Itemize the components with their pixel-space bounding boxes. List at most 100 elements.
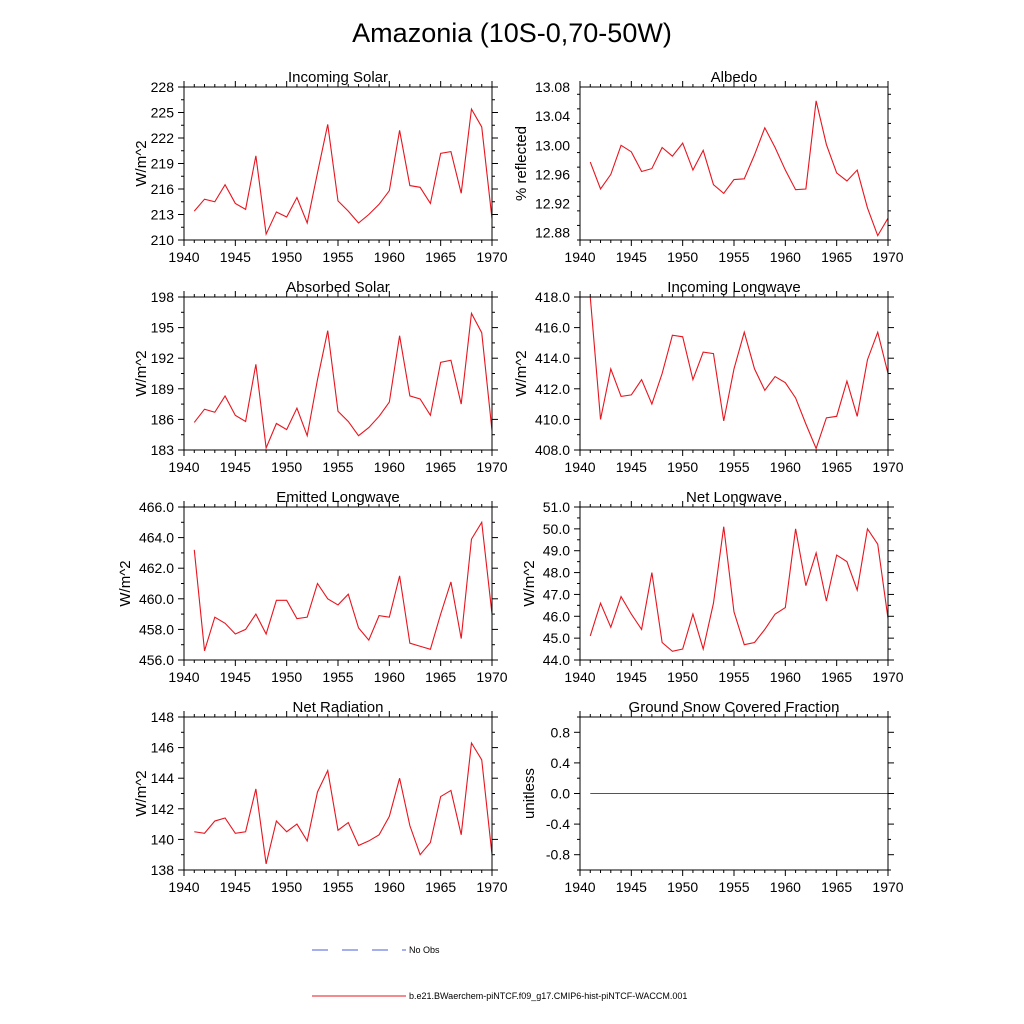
y-tick-label: 144: [151, 770, 175, 786]
x-tick-label: 1960: [374, 249, 405, 265]
series-line-absorbed-solar: [193, 311, 492, 450]
x-tick-label: 1940: [168, 669, 199, 685]
y-tick-label: 186: [151, 411, 175, 427]
y-tick-label: 458.0: [139, 621, 174, 637]
x-tick-label: 1940: [564, 879, 595, 895]
series-line-net-longwave: [589, 526, 888, 652]
x-tick-label: 1950: [667, 249, 698, 265]
y-tick-label: 189: [151, 381, 175, 397]
y-axis-label-ground-snow-covered-fraction: unitless: [521, 768, 538, 819]
x-tick-label: 1945: [220, 459, 251, 475]
x-tick-label: 1960: [374, 879, 405, 895]
x-tick-label: 1965: [425, 459, 456, 475]
y-tick-label: 51.0: [543, 499, 570, 515]
y-tick-label: 138: [151, 862, 175, 878]
x-tick-label: 1945: [220, 879, 251, 895]
y-tick-label: 12.88: [535, 225, 570, 241]
panel-absorbed-solar: 1940 1945 1950 1955 1960 1965 1970 183 186 189 192…: [133, 279, 508, 475]
panel-title-ground-snow-covered-fraction: Ground Snow Covered Fraction: [629, 699, 840, 716]
panel-title-emitted-longwave: Emitted Longwave: [276, 489, 399, 506]
y-tick-label: 195: [151, 320, 175, 336]
y-tick-label: 46.0: [543, 608, 570, 624]
x-tick-label: 1960: [374, 669, 405, 685]
x-tick-label: 1945: [616, 669, 647, 685]
series-line-emitted-longwave: [193, 520, 492, 651]
y-tick-label: 412.0: [535, 381, 570, 397]
y-tick-label: 414.0: [535, 350, 570, 366]
x-tick-label: 1955: [322, 249, 353, 265]
y-tick-label: 462.0: [139, 560, 174, 576]
x-tick-label: 1970: [872, 669, 903, 685]
y-tick-label: 198: [151, 289, 175, 305]
x-tick-label: 1965: [821, 459, 852, 475]
y-tick-label: 192: [151, 350, 175, 366]
x-tick-label: 1950: [667, 459, 698, 475]
panels: 1940 1945 1950 1955 1960 1965 1970 210 213 216 219…: [117, 69, 904, 895]
x-tick-label: 1960: [770, 669, 801, 685]
y-tick-label: 0.8: [551, 724, 571, 740]
y-tick-label: 140: [151, 831, 175, 847]
x-tick-label: 1940: [168, 249, 199, 265]
y-tick-label: 148: [151, 709, 175, 725]
y-tick-label: 416.0: [535, 320, 570, 336]
y-tick-label: 49.0: [543, 543, 570, 559]
x-tick-label: 1945: [220, 249, 251, 265]
panel-net-longwave: 1940 1945 1950 1955 1960 1965 1970 44.0 45.0 46.0…: [521, 489, 904, 685]
x-tick-label: 1955: [322, 879, 353, 895]
y-tick-label: 13.08: [535, 79, 570, 95]
x-tick-label: 1950: [271, 249, 302, 265]
legend-label-model: b.e21.BWaerchem-piNTCF.f09_g17.CMIP6-his…: [409, 991, 687, 1001]
y-tick-label: 225: [151, 105, 175, 121]
y-tick-label: 47.0: [543, 586, 570, 602]
x-tick-label: 1970: [872, 249, 903, 265]
x-tick-label: 1945: [616, 459, 647, 475]
series-line-incoming-solar: [193, 107, 492, 236]
x-tick-label: 1945: [220, 669, 251, 685]
y-tick-label: 228: [151, 79, 175, 95]
y-axis-label-emitted-longwave: W/m^2: [117, 560, 134, 606]
y-axis-label-incoming-longwave: W/m^2: [513, 350, 530, 396]
y-tick-label: 50.0: [543, 521, 570, 537]
panel-net-radiation: 1940 1945 1950 1955 1960 1965 1970 138 140 142 144…: [133, 699, 508, 895]
x-tick-label: 1960: [770, 249, 801, 265]
panel-incoming-longwave: 1940 1945 1950 1955 1960 1965 1970 408.0 410.0 41…: [513, 279, 904, 475]
y-tick-label: 219: [151, 156, 175, 172]
x-tick-label: 1950: [271, 879, 302, 895]
panel-incoming-solar: 1940 1945 1950 1955 1960 1965 1970 210 213 216 219…: [133, 69, 508, 265]
series-line-net-radiation: [194, 741, 492, 865]
x-tick-label: 1955: [718, 879, 749, 895]
y-axis-label-net-longwave: W/m^2: [521, 560, 538, 606]
y-tick-label: 0.4: [551, 755, 571, 771]
x-tick-label: 1960: [770, 879, 801, 895]
y-tick-label: 460.0: [139, 591, 174, 607]
y-tick-label: 0.0: [551, 786, 571, 802]
x-tick-label: 1950: [271, 669, 302, 685]
x-tick-label: 1970: [476, 879, 507, 895]
y-tick-label: 44.0: [543, 652, 570, 668]
y-tick-label: 408.0: [535, 442, 570, 458]
x-tick-label: 1960: [374, 459, 405, 475]
x-tick-label: 1965: [821, 879, 852, 895]
panel-albedo: 1940 1945 1950 1955 1960 1965 1970 12.88 12.92 12…: [513, 69, 904, 265]
plot-frame-albedo: [579, 86, 889, 241]
y-tick-label: 456.0: [139, 652, 174, 668]
plot-frame-net-longwave: [579, 506, 889, 661]
y-axis-label-absorbed-solar: W/m^2: [133, 350, 150, 396]
y-tick-label: -0.4: [546, 816, 570, 832]
plot-frame-incoming-longwave: [579, 296, 889, 451]
y-tick-label: 142: [151, 801, 175, 817]
y-tick-label: 12.96: [535, 166, 570, 182]
figure-title: Amazonia (10S-0,70-50W): [352, 18, 672, 48]
y-axis-label-net-radiation: W/m^2: [133, 770, 150, 816]
y-tick-label: 48.0: [543, 565, 570, 581]
y-tick-label: 210: [151, 232, 175, 248]
x-tick-label: 1955: [718, 249, 749, 265]
panel-title-net-longwave: Net Longwave: [686, 489, 782, 506]
y-tick-label: 466.0: [139, 499, 174, 515]
y-tick-label: -0.8: [546, 847, 570, 863]
x-tick-label: 1970: [872, 459, 903, 475]
x-tick-label: 1960: [770, 459, 801, 475]
x-tick-label: 1965: [821, 249, 852, 265]
y-tick-label: 183: [151, 442, 175, 458]
